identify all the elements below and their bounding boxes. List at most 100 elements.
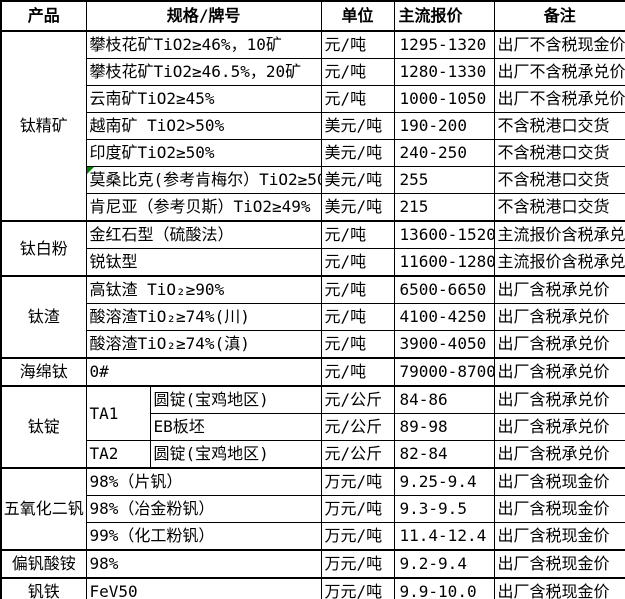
table-row: TA2 圆锭(宝鸡地区) 元/公斤 82-84 出厂含税承兑价 (1, 440, 625, 469)
unit-cell: 万元/吨 (320, 549, 395, 579)
table-row: 98%（冶金粉钒） 万元/吨 9.3-9.5 出厂含税现金价 (1, 495, 625, 523)
price-cell: 11600-12800 (393, 248, 495, 277)
note-cell: 出厂含税现金价 (493, 522, 625, 551)
unit-cell: 元/吨 (320, 30, 395, 59)
table-row: 肯尼亚（参考贝斯）TiO2≥49% 美元/吨 215 不含税港口交货 (1, 193, 625, 222)
header-spec: 规格/牌号 (85, 0, 322, 32)
price-cell: 215 (393, 193, 495, 222)
spec-cell: EB板坯 (149, 413, 322, 441)
unit-cell: 美元/吨 (320, 166, 395, 194)
spec-cell-with-comment-marker: 莫桑比克(参考肯梅尔）TiO2≥50% (85, 166, 322, 194)
table-row: 五氧化二钒 98%（片钒） 万元/吨 9.25-9.4 出厂含税现金价 (0, 467, 625, 551)
grade-cell-ta2: TA2 (85, 440, 151, 469)
note-cell: 主流报价含税承兑 (493, 220, 625, 249)
spec-cell: 云南矿TiO2≥45% (85, 85, 322, 113)
spec-cell: 98%（冶金粉钒） (85, 495, 322, 523)
unit-cell: 万元/吨 (320, 467, 395, 496)
table-row: 钛锭 TA1 圆锭(宝鸡地区) 元/公斤 84-86 出厂含税承兑价 (0, 385, 625, 469)
spec-cell: 攀枝花矿TiO2≥46.5%，20矿 (85, 58, 322, 86)
spec-cell: 印度矿TiO2≥50% (85, 139, 322, 167)
note-cell: 出厂含税承兑价 (493, 440, 625, 469)
price-cell: 82-84 (393, 440, 495, 469)
note-cell: 出厂含税现金价 (493, 549, 625, 579)
unit-cell: 元/吨 (320, 85, 395, 113)
product-cell-ferrovanadium: 钒铁 (0, 577, 87, 599)
table-row: 钛渣 高钛渣 TiO₂≥90% 元/吨 6500-6650 出厂含税承兑价 (0, 275, 625, 359)
product-cell-vanadium-pentoxide: 五氧化二钒 (0, 467, 87, 551)
price-cell: 190-200 (393, 112, 495, 140)
note-cell: 出厂不含税承兑价 (493, 58, 625, 86)
spec-cell: 金红石型（硫酸法） (85, 220, 322, 249)
unit-cell: 万元/吨 (320, 495, 395, 523)
product-cell-ammonium-metavanadate: 偏钒酸铵 (0, 549, 87, 579)
unit-cell: 元/吨 (320, 220, 395, 249)
note-cell: 不含税港口交货 (493, 193, 625, 222)
unit-cell: 元/吨 (320, 58, 395, 86)
table-row: 印度矿TiO2≥50% 美元/吨 240-250 不含税港口交货 (1, 139, 625, 167)
price-cell: 3900-4050 (393, 330, 495, 359)
unit-cell: 元/吨 (320, 330, 395, 359)
spec-cell: 肯尼亚（参考贝斯）TiO2≥49% (85, 193, 322, 222)
table-row: 莫桑比克(参考肯梅尔）TiO2≥50% 美元/吨 255 不含税港口交货 (1, 166, 625, 194)
header-row: 产品 规格/牌号 单位 主流报价 备注 (0, 0, 625, 32)
spec-cell: 高钛渣 TiO₂≥90% (85, 275, 322, 304)
price-cell: 240-250 (393, 139, 495, 167)
table-row: 云南矿TiO2≥45% 元/吨 1000-1050 出厂不含税承兑价 (1, 85, 625, 113)
product-cell-titanium-slag: 钛渣 (0, 275, 87, 359)
price-cell: 11.4-12.4 (393, 522, 495, 551)
table-row: 偏钒酸铵 98% 万元/吨 9.2-9.4 出厂含税现金价 (0, 549, 625, 579)
spec-cell: 圆锭(宝鸡地区) (149, 385, 322, 414)
spec-cell: 越南矿 TiO2>50% (85, 112, 322, 140)
unit-cell: 元/吨 (320, 275, 395, 304)
header-note: 备注 (493, 0, 625, 32)
note-cell: 不含税港口交货 (493, 139, 625, 167)
header-price: 主流报价 (393, 0, 495, 32)
spec-cell: 锐钛型 (85, 248, 322, 277)
note-cell: 出厂不含税现金价 (493, 30, 625, 59)
table-row: 攀枝花矿TiO2≥46.5%，20矿 元/吨 1280-1330 出厂不含税承兑… (1, 58, 625, 86)
price-cell: 6500-6650 (393, 275, 495, 304)
price-cell: 255 (393, 166, 495, 194)
note-cell: 出厂含税现金价 (493, 577, 625, 599)
unit-cell: 万元/吨 (320, 522, 395, 551)
price-cell: 1280-1330 (393, 58, 495, 86)
product-cell-titanium-sponge: 海绵钛 (0, 357, 87, 387)
table-row: 钛精矿 攀枝花矿TiO2≥46%，10矿 元/吨 1295-1320 出厂不含税… (0, 30, 625, 222)
note-cell: 出厂含税现金价 (493, 495, 625, 523)
note-cell: 出厂不含税承兑价 (493, 85, 625, 113)
product-cell-titanium-concentrate: 钛精矿 (0, 30, 87, 222)
unit-cell: 元/吨 (320, 357, 395, 387)
note-cell: 出厂含税承兑价 (493, 275, 625, 304)
table-row: 钛白粉 金红石型（硫酸法） 元/吨 13600-15200 主流报价含税承兑 (0, 220, 625, 277)
note-cell: 出厂含税承兑价 (493, 413, 625, 441)
unit-cell: 元/公斤 (320, 385, 395, 414)
spec-cell: 酸溶渣TiO₂≥74%(川) (85, 303, 322, 331)
spec-cell: 99%（化工粉钒） (85, 522, 322, 551)
price-cell: 9.9-10.0 (393, 577, 495, 599)
price-cell: 9.2-9.4 (393, 549, 495, 579)
spec-cell: 98% (85, 549, 322, 579)
product-cell-titanium-dioxide: 钛白粉 (0, 220, 87, 277)
spec-cell: 0# (85, 357, 322, 387)
price-cell: 84-86 (393, 385, 495, 414)
price-cell: 4100-4250 (393, 303, 495, 331)
product-cell-titanium-ingot: 钛锭 (0, 385, 87, 469)
unit-cell: 元/吨 (320, 248, 395, 277)
spec-cell: FeV50 (85, 577, 322, 599)
price-cell: 9.3-9.5 (393, 495, 495, 523)
table-row: 99%（化工粉钒） 万元/吨 11.4-12.4 出厂含税现金价 (1, 522, 625, 551)
header-product: 产品 (0, 0, 87, 32)
price-cell: 9.25-9.4 (393, 467, 495, 496)
table-row: 越南矿 TiO2>50% 美元/吨 190-200 不含税港口交货 (1, 112, 625, 140)
note-cell: 不含税港口交货 (493, 166, 625, 194)
table-row: EB板坯 元/公斤 89-98 出厂含税承兑价 (1, 413, 625, 441)
note-cell: 出厂含税承兑价 (493, 303, 625, 331)
note-cell: 出厂含税现金价 (493, 467, 625, 496)
table-row: 锐钛型 元/吨 11600-12800 主流报价含税承兑 (1, 248, 625, 277)
header-unit: 单位 (320, 0, 395, 32)
table-row: 海绵钛 0# 元/吨 79000-87000 出厂含税承兑价 (0, 357, 625, 387)
price-cell: 1000-1050 (393, 85, 495, 113)
price-cell: 89-98 (393, 413, 495, 441)
